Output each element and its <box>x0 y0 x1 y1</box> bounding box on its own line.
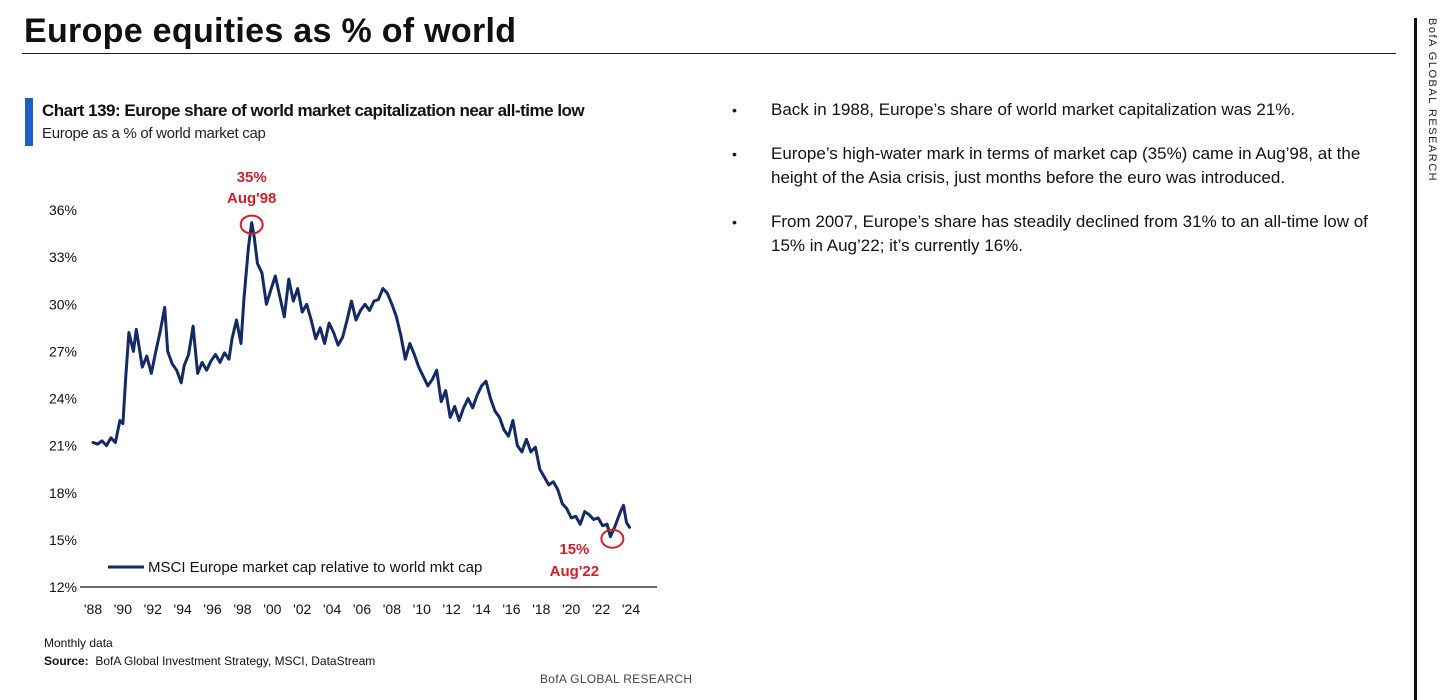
title-divider <box>22 53 1396 54</box>
line-chart: 12% 15% 18% 21% 24% 27% 30% 33% 36% '88 '90 '92 '94 '… <box>49 169 657 617</box>
annotation-value-label: 15% <box>559 541 589 558</box>
x-tick-label: '12 <box>443 601 461 617</box>
side-brand-label: BofA GLOBAL RESEARCH <box>1426 18 1438 183</box>
series-line <box>91 221 631 539</box>
y-tick-label: 15% <box>49 532 77 548</box>
legend-label: MSCI Europe market cap relative to world… <box>148 559 482 576</box>
y-tick-label: 12% <box>49 579 77 595</box>
annotation-date-label: Aug'98 <box>227 190 276 207</box>
x-tick-label: '88 <box>84 601 102 617</box>
x-tick-label: '08 <box>383 601 401 617</box>
x-tick-label: '02 <box>293 601 311 617</box>
bullet-text: From 2007, Europe’s share has steadily d… <box>771 212 1368 255</box>
annotation-value-label: 35% <box>237 169 267 186</box>
x-tick-label: '94 <box>174 601 192 617</box>
page-title: Europe equities as % of world <box>24 12 517 50</box>
y-tick-label: 18% <box>49 485 77 501</box>
x-tick-label: '20 <box>562 601 580 617</box>
x-tick-label: '92 <box>144 601 162 617</box>
x-tick-label: '98 <box>233 601 251 617</box>
source-label: Source: <box>44 654 89 668</box>
footer-brand-label: BofA GLOBAL RESEARCH <box>540 672 693 686</box>
side-divider <box>1414 18 1417 700</box>
y-tick-label: 24% <box>49 391 77 407</box>
chart-subtitle: Europe as a % of world market cap <box>42 125 266 142</box>
x-tick-label: '00 <box>263 601 281 617</box>
x-tick-label: '10 <box>413 601 431 617</box>
y-tick-label: 33% <box>49 249 77 265</box>
bullet-item: • Back in 1988, Europe’s share of world m… <box>732 98 1372 122</box>
x-tick-label: '04 <box>323 601 341 617</box>
y-tick-label: 27% <box>49 343 77 359</box>
annotation-circle-icon <box>600 528 625 549</box>
y-tick-label: 21% <box>49 438 77 454</box>
bullet-text: Europe’s high-water mark in terms of mar… <box>771 144 1361 187</box>
bullet-dot-icon: • <box>732 214 737 230</box>
source-text: BofA Global Investment Strategy, MSCI, D… <box>95 654 376 668</box>
x-tick-label: '14 <box>472 601 490 617</box>
chart-accent-bar <box>25 98 33 146</box>
x-tick-label: '22 <box>592 601 610 617</box>
footnote-frequency: Monthly data <box>44 636 113 650</box>
bullet-text: Back in 1988, Europe’s share of world ma… <box>771 100 1296 119</box>
bullet-item: • Europe’s high-water mark in terms of ma… <box>732 142 1372 190</box>
x-tick-label: '96 <box>203 601 221 617</box>
bullet-dot-icon: • <box>732 102 737 118</box>
commentary-bullets: • Back in 1988, Europe’s share of world m… <box>732 98 1372 278</box>
x-tick-label: '24 <box>622 601 640 617</box>
x-tick-label: '18 <box>532 601 550 617</box>
bullet-item: • From 2007, Europe’s share has steadily … <box>732 210 1372 258</box>
x-tick-label: '16 <box>502 601 520 617</box>
annotation-date-label: Aug'22 <box>550 563 599 580</box>
chart-title: Chart 139: Europe share of world market … <box>42 101 585 120</box>
y-tick-label: 30% <box>49 296 77 312</box>
bullet-dot-icon: • <box>732 146 737 162</box>
annotation-circle-icon <box>239 214 264 235</box>
y-tick-label: 36% <box>49 202 77 218</box>
x-tick-label: '06 <box>353 601 371 617</box>
footnote-source: Source: BofA Global Investment Strategy,… <box>44 654 375 668</box>
x-tick-label: '90 <box>114 601 132 617</box>
